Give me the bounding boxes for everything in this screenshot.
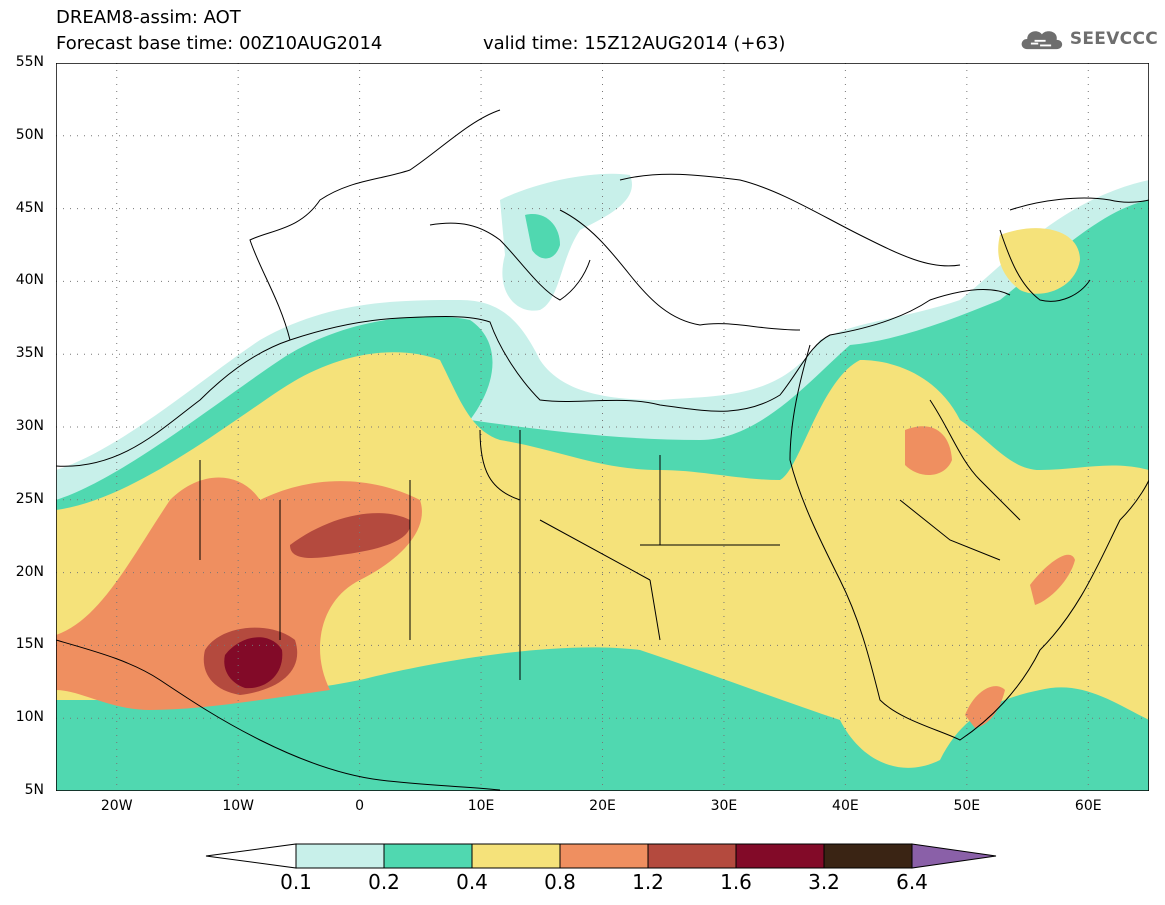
cloud-icon (1021, 31, 1063, 50)
lat-label: 55N (15, 54, 44, 70)
aot-field-0.2-adriatic (525, 214, 560, 259)
colorbar-swatch (383, 843, 473, 869)
lon-label: 30E (710, 798, 738, 814)
lat-label: 35N (15, 345, 44, 362)
lat-label: 5N (24, 782, 44, 798)
colorbar-swatch (295, 843, 385, 869)
lon-label: 20E (589, 798, 616, 814)
lat-label: 15N (15, 636, 44, 653)
colorbar-swatch (559, 843, 649, 869)
lon-label: 50E (953, 798, 981, 814)
colorbar-swatch (823, 843, 913, 869)
seevccc-logo: SEEVCCC (1018, 22, 1158, 56)
aot-map (56, 63, 1149, 791)
colorbar-label: 0.1 (280, 870, 312, 894)
colorbar-swatch (647, 843, 737, 869)
lat-label: 10N (15, 709, 44, 726)
aot-field-1.6 (224, 637, 283, 689)
title-line-2: Forecast base time: 00Z10AUG2014 (56, 33, 383, 54)
colorbar-label: 6.4 (896, 870, 928, 894)
colorbar-swatch (735, 843, 825, 869)
aot-field-0.8-gulf (905, 426, 952, 476)
lon-label: 60E (1074, 798, 1102, 814)
valid-time: valid time: 15Z12AUG2014 (+63) (483, 33, 786, 54)
lon-label: 20W (100, 798, 133, 814)
aot-field-0.4-caspian (998, 228, 1080, 294)
colorbar-high-arrow (911, 843, 997, 869)
lat-label: 40N (15, 272, 44, 289)
lon-label: 0 (355, 798, 365, 814)
colorbar-label: 1.6 (720, 870, 752, 894)
colorbar-low-arrow (205, 843, 297, 869)
colorbar-label: 0.8 (544, 870, 576, 894)
lon-label: 10W (222, 798, 254, 814)
lat-label: 25N (15, 490, 44, 507)
colorbar-label: 3.2 (808, 870, 840, 894)
lat-label: 50N (15, 126, 44, 143)
colorbar (205, 843, 997, 869)
logo-text: SEEVCCC (1069, 29, 1158, 49)
aot-field-0.8-oman (1030, 554, 1075, 605)
lat-label: 20N (15, 563, 44, 580)
colorbar-label: 0.2 (368, 870, 400, 894)
colorbar-label: 1.2 (632, 870, 664, 894)
colorbar-label: 0.4 (456, 870, 488, 894)
aot-field-0.8-somalia (965, 686, 1005, 728)
aot-field-1.2 (290, 513, 411, 558)
lon-label: 10E (467, 798, 495, 814)
title-line-1: DREAM8-assim: AOT (56, 7, 241, 28)
lat-label: 30N (15, 418, 44, 434)
colorbar-swatch (471, 843, 561, 869)
coastlines-and-borders (56, 109, 1149, 791)
lon-label: 40E (832, 798, 859, 814)
lat-label: 45N (15, 199, 44, 216)
lat-lon-gridlines (56, 63, 1149, 791)
